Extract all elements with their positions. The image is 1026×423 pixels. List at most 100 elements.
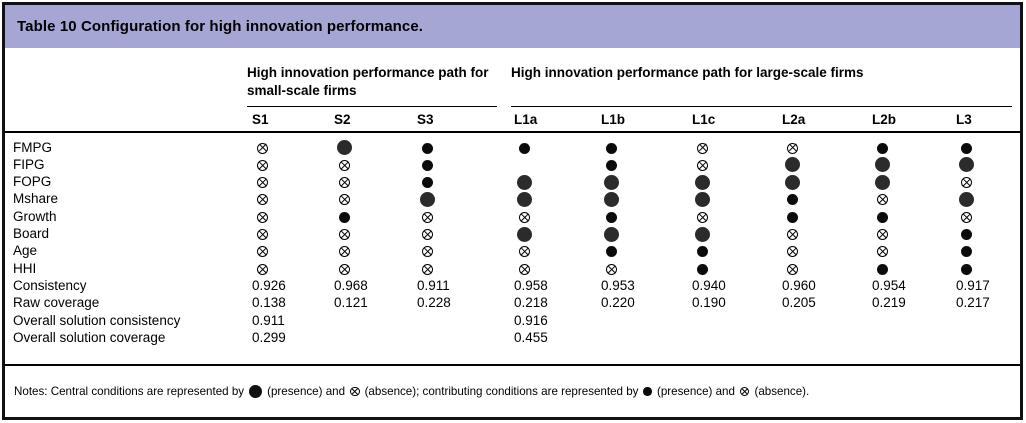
notes-text-4: (presence) and [656,385,735,398]
column-header-l1a: L1a [514,112,538,128]
condition-cell [596,226,687,242]
value-cell: 0.968 [334,277,368,293]
contributing-presence-icon [877,211,888,223]
contributing-presence-icon [422,159,433,171]
table-row: Growth [5,208,1020,225]
condition-cell [329,243,412,258]
contributing-presence-icon [787,194,798,206]
table-row: HHI [5,260,1020,277]
row-label: Board [13,226,50,242]
condition-cell [509,140,596,155]
condition-cell [596,174,687,190]
value-cell: 0.953 [601,277,635,293]
absence-icon [257,159,268,171]
absence-icon [961,211,972,223]
group-header-large-scale-firms: High innovation performance path for lar… [511,64,1012,108]
central-presence-icon [959,191,974,207]
central-presence-icon [604,226,619,242]
notes-text-3: (absence); contributing conditions are r… [364,385,639,398]
condition-cell [777,261,867,276]
column-header-l3: L3 [956,112,972,128]
condition-cell [596,157,687,172]
row-label: Consistency [13,277,87,293]
value-cell: 0.220 [601,295,635,311]
absence-icon [697,159,708,171]
condition-cell [412,140,509,155]
contributing-presence-icon [422,177,433,189]
row-label: Mshare [13,191,59,207]
condition-cell [509,261,596,276]
central-presence-icon [695,174,710,190]
condition-cell [951,243,1020,258]
contributing-presence-icon [697,263,708,275]
absence-icon [422,229,433,240]
condition-cell [777,140,867,155]
central-presence-icon [249,385,263,398]
condition-cell [329,261,412,276]
table-title-bar: Table 10 Configuration for high innovati… [5,5,1020,48]
condition-cell [509,209,596,224]
condition-cell [951,174,1020,189]
condition-cell [247,243,329,258]
value-cell: 0.455 [514,329,548,345]
contributing-presence-icon [339,211,350,223]
value-cell: 0.911 [417,277,450,293]
value-cell: 0.954 [872,277,906,293]
column-group-row: High innovation performance path for sma… [5,48,1020,108]
absence-icon [339,263,350,275]
column-header-s2: S2 [334,112,351,128]
column-header-l2a: L2a [782,112,806,128]
condition-cell [412,191,509,207]
row-label: HHI [13,260,37,276]
absence-icon [422,211,433,223]
absence-icon [339,246,350,258]
central-presence-icon [517,226,532,242]
absence-icon [787,263,798,275]
table-row: FOPG [5,173,1020,190]
absence-icon [422,263,433,275]
condition-cell [329,226,412,241]
central-presence-icon [785,174,800,190]
condition-cell [687,209,777,224]
condition-cell [951,140,1020,155]
condition-cell [687,140,777,155]
condition-cell [596,191,687,207]
absence-icon [519,263,530,275]
table-row: Consistency 0.926 0.968 0.911 0.958 0.953 0.94… [5,277,1020,294]
condition-cell [596,243,687,258]
condition-cell [687,157,777,172]
central-presence-icon [604,174,619,190]
contributing-presence-icon [422,142,433,154]
group-spacer [5,64,247,107]
value-cell: 0.917 [956,277,990,293]
absence-icon [339,194,350,206]
group-header-small-scale-firms: High innovation performance path for sma… [247,64,497,108]
condition-cell [777,226,867,241]
contributing-presence-icon [606,159,617,171]
row-label: Age [13,243,38,259]
absence-icon [877,246,888,258]
condition-cell [247,174,329,189]
central-presence-icon [959,157,974,173]
absence-icon [257,229,268,240]
table-row: FIPG [5,156,1020,173]
absence-icon [339,229,350,240]
value-cell: 0.219 [872,295,906,311]
condition-cell [951,156,1020,173]
row-label: FMPG [13,139,52,155]
condition-cell [509,243,596,258]
absence-icon [257,263,268,275]
absence-icon [961,177,972,189]
value-cell: 0.926 [252,277,286,293]
condition-cell [509,191,596,207]
condition-cell [687,174,777,190]
absence-icon [697,142,708,154]
value-cell: 0.217 [956,295,990,311]
value-cell: 0.121 [334,295,368,311]
column-header-s3: S3 [417,112,434,128]
central-presence-icon [695,191,710,207]
condition-cell [777,156,867,173]
contributing-presence-icon [787,211,798,223]
condition-cell [687,226,777,242]
contributing-presence-icon [877,142,888,154]
